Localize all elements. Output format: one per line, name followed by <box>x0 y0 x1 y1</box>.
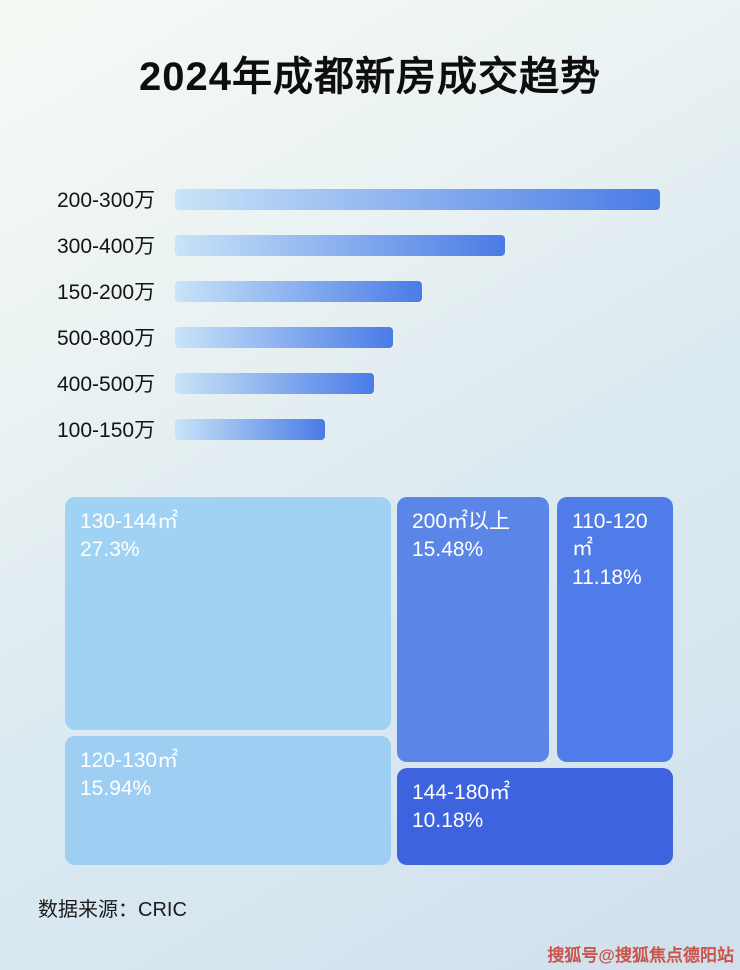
bar-fill <box>175 326 394 348</box>
bar-track <box>175 188 660 210</box>
bar-track <box>175 280 660 302</box>
treemap-box-percent: 15.94% <box>80 777 152 801</box>
bar-track <box>175 372 660 394</box>
treemap-box-label: 130-144㎡ <box>80 510 179 533</box>
bar-track <box>175 418 660 440</box>
bar-label: 300-400万 <box>57 235 156 258</box>
bar-label: 400-500万 <box>57 373 156 396</box>
bar-label: 200-300万 <box>57 189 156 212</box>
bar-row: 300-400万 <box>57 222 677 268</box>
bar-row: 100-150万 <box>57 406 677 452</box>
bar-fill <box>175 418 326 440</box>
bar-fill <box>175 188 660 210</box>
treemap-box-144-180: 144-180㎡ 10.18% <box>397 768 673 865</box>
treemap-box-percent: 11.18% <box>572 565 642 589</box>
bar-track <box>175 326 660 348</box>
data-source: 数据来源：CRIC <box>38 899 187 921</box>
page-title: 2024年成都新房成交趋势 <box>139 55 601 99</box>
bar-row: 500-800万 <box>57 314 677 360</box>
treemap-box-percent: 10.18% <box>412 809 484 833</box>
bar-fill <box>175 372 374 394</box>
bar-label: 100-150万 <box>57 419 156 442</box>
treemap-box-label: 110-120㎡ <box>572 510 648 561</box>
treemap-box-percent: 27.3% <box>80 538 140 562</box>
bar-label: 500-800万 <box>57 327 156 350</box>
watermark: 搜狐号@搜狐焦点德阳站 <box>547 946 734 965</box>
bar-fill <box>175 280 423 302</box>
treemap-box-label: 200㎡以上 <box>412 510 511 533</box>
bar-fill <box>175 234 505 256</box>
treemap-box-110-120: 110-120㎡ 11.18% <box>557 497 673 762</box>
bar-track <box>175 234 660 256</box>
treemap-box-percent: 15.48% <box>412 538 484 562</box>
bar-row: 200-300万 <box>57 176 677 222</box>
treemap-box-label: 144-180㎡ <box>412 781 511 804</box>
bar-row: 150-200万 <box>57 268 677 314</box>
treemap-box-120-130: 120-130㎡ 15.94% <box>65 736 391 865</box>
price-range-bar-chart: 200-300万 300-400万 150-200万 500-800万 400-… <box>57 176 677 452</box>
bar-row: 400-500万 <box>57 360 677 406</box>
bar-label: 150-200万 <box>57 281 156 304</box>
treemap-box-label: 120-130㎡ <box>80 749 179 772</box>
area-share-treemap: 130-144㎡ 27.3% 200㎡以上 15.48% 110-120㎡ 11… <box>65 497 673 865</box>
treemap-box-200-plus: 200㎡以上 15.48% <box>397 497 549 762</box>
treemap-box-130-144: 130-144㎡ 27.3% <box>65 497 391 730</box>
